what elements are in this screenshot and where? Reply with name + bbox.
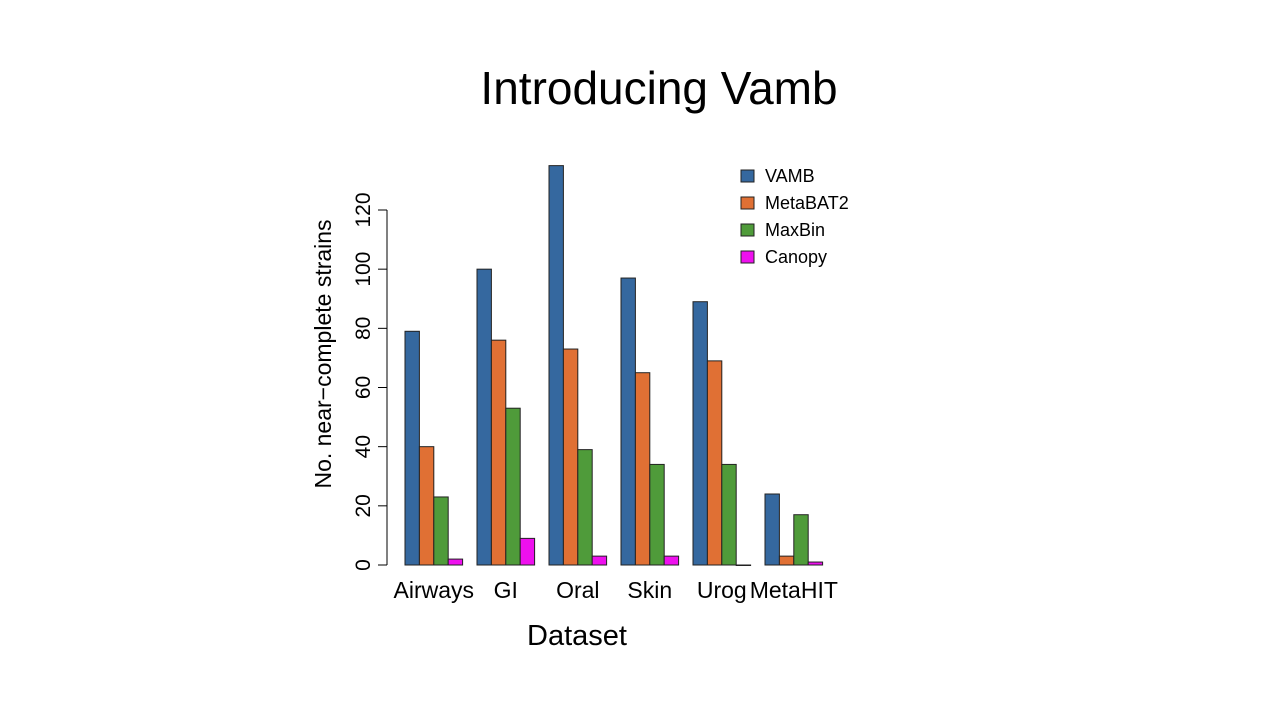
y-tick-label: 100: [352, 252, 375, 287]
y-tick-label: 20: [352, 494, 375, 517]
y-tick-label: 120: [352, 192, 375, 227]
bar-maxbin-metahit: [793, 514, 809, 566]
legend-swatch-maxbin: [740, 223, 755, 237]
legend-label: Canopy: [765, 247, 827, 267]
x-tick-label: GI: [494, 577, 518, 603]
legend-label: MetaBAT2: [765, 193, 849, 213]
x-tick-label: MetaHIT: [750, 577, 838, 603]
x-tick-label: Urog: [697, 577, 747, 603]
bar-maxbin-airways: [433, 496, 449, 566]
bar-vamb-oral: [548, 165, 564, 566]
bar-vamb-airways: [404, 330, 420, 566]
bar-metabat2-urog: [706, 360, 723, 566]
bar-maxbin-skin: [649, 463, 665, 566]
legend-swatch-vamb: [740, 169, 755, 183]
y-tick-label: 0: [352, 559, 375, 571]
bar-maxbin-urog: [721, 463, 737, 566]
bar-metabat2-metahit: [778, 555, 795, 566]
y-axis-label: No. near−complete strains: [310, 219, 336, 488]
legend-swatch-metabat2: [740, 196, 755, 210]
bar-vamb-urog: [692, 301, 708, 566]
bar-metabat2-airways: [418, 446, 435, 566]
x-tick-label: Skin: [627, 577, 672, 603]
bar-maxbin-oral: [577, 449, 593, 566]
bar-metabat2-gi: [490, 339, 507, 566]
x-axis-label: Dataset: [527, 620, 627, 652]
slide-title: Introducing Vamb: [480, 62, 837, 114]
legend-swatch-canopy: [740, 250, 755, 264]
legend-label: VAMB: [765, 166, 815, 186]
y-tick-label: 40: [352, 435, 375, 458]
axes: 0 20 40 60 80 100 120: [352, 192, 388, 571]
bar-metabat2-skin: [634, 372, 651, 566]
legend: VAMB MetaBAT2 MaxBin Canopy: [740, 166, 849, 267]
bar-metabat2-oral: [562, 348, 579, 566]
bar-vamb-gi: [476, 268, 492, 566]
x-tick-label: Airways: [394, 577, 475, 603]
bar-canopy-metahit: [807, 561, 824, 566]
y-tick-label: 60: [352, 376, 375, 399]
bars: Airways GI Oral Skin Urog MetaHIT: [394, 165, 838, 603]
bar-vamb-metahit: [764, 493, 780, 566]
y-tick-label: 80: [352, 317, 375, 340]
bar-canopy-skin: [663, 555, 680, 566]
bar-canopy-oral: [591, 555, 608, 566]
bar-vamb-skin: [620, 277, 636, 566]
bar-maxbin-gi: [505, 407, 521, 566]
bar-canopy-urog: [735, 564, 752, 566]
bar-canopy-gi: [519, 537, 536, 566]
x-tick-label: Oral: [556, 577, 599, 603]
bar-canopy-airways: [447, 558, 464, 566]
legend-label: MaxBin: [765, 220, 825, 240]
